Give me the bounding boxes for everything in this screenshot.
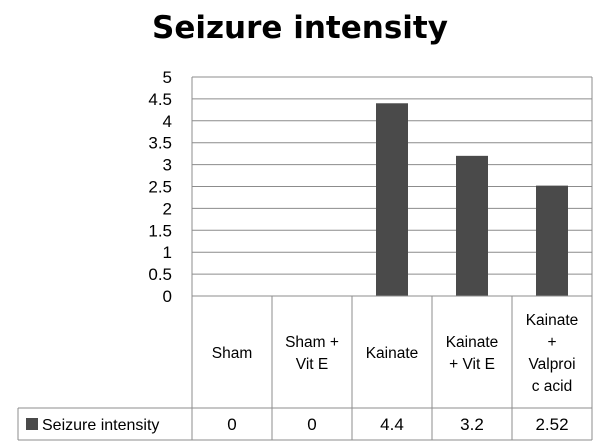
y-tick-label: 0 (163, 287, 172, 306)
y-tick-label: 1.5 (148, 221, 172, 240)
table-value: 0 (307, 415, 316, 434)
table-value: 2.52 (535, 415, 568, 434)
category-label: Sham (212, 345, 253, 362)
bar (536, 185, 568, 296)
category-label: Sham + Vit E (285, 334, 339, 373)
table-value: 4.4 (380, 415, 404, 434)
y-axis: 0 0.5 1 1.5 2 2.5 3 3.5 4 4.5 5 (148, 68, 172, 306)
y-tick-label: 4.5 (148, 90, 172, 109)
chart-title: Seizure intensity (152, 10, 448, 46)
bars (376, 103, 568, 296)
y-tick-label: 1 (163, 243, 172, 262)
y-tick-label: 2 (163, 199, 172, 218)
table-value: 0 (227, 415, 236, 434)
bar (376, 103, 408, 296)
y-tick-label: 0.5 (148, 265, 172, 284)
y-tick-label: 3.5 (148, 134, 172, 153)
y-tick-label: 3 (163, 156, 172, 175)
bar (456, 155, 488, 296)
category-label: Kainate (366, 345, 419, 362)
y-tick-label: 2.5 (148, 178, 172, 197)
data-table: Sham Sham + Vit E Kainate Kainate + Vit E Kain… (17, 295, 593, 441)
category-label: Kainate + Valproi c acid (526, 312, 579, 395)
y-tick-label: 4 (163, 112, 172, 131)
category-label: Kainate + Vit E (446, 334, 499, 373)
y-tick-label: 5 (163, 68, 172, 87)
table-value: 3.2 (460, 415, 484, 434)
legend-swatch (26, 418, 38, 430)
legend-series-name: Seizure intensity (42, 417, 159, 434)
